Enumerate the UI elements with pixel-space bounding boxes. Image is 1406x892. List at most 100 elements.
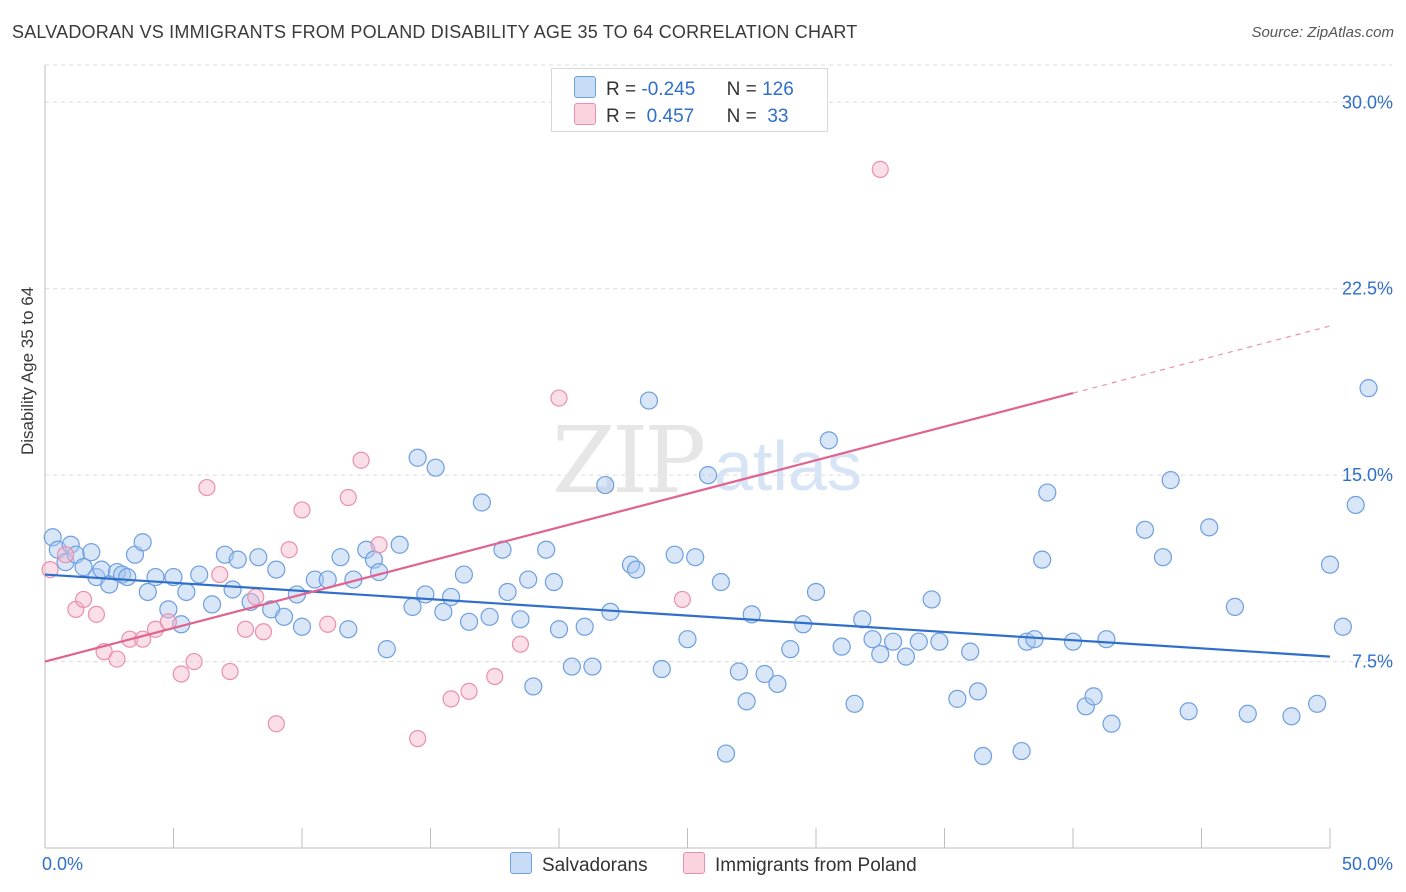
legend-n-label: N = (726, 106, 757, 127)
salvadorans-point (845, 694, 864, 713)
axes (44, 65, 1331, 849)
poland-point (409, 730, 427, 748)
salvadorans-point (1359, 379, 1378, 398)
source-credit: Source: ZipAtlas.com (1251, 24, 1394, 41)
poland-point (221, 662, 239, 681)
salvadorans-point (1225, 597, 1245, 616)
poland-point (370, 536, 388, 554)
bottom-legend-poland: Immigrants from Poland (683, 852, 917, 877)
salvadorans-point (1102, 714, 1121, 733)
poland-point (267, 715, 285, 733)
grid-lines (45, 64, 1392, 663)
x-tick-label: 50.0% (1342, 854, 1393, 874)
correlation-legend: R = -0.245 N = 126 R = 0.457 N = 33 (551, 68, 828, 132)
salvadorans-point (755, 664, 774, 684)
legend-n-value: 33 (762, 106, 789, 127)
salvadorans-point (61, 535, 80, 554)
salvadorans-point (1308, 694, 1327, 713)
salvadorans-point (1179, 702, 1198, 721)
poland-points (41, 160, 889, 748)
salvadorans-point (1153, 548, 1173, 567)
salvadorans-point (698, 466, 718, 485)
poland-point (211, 565, 229, 584)
salvadorans-point (118, 567, 137, 587)
salvadorans-point (1333, 617, 1352, 636)
legend-swatch-poland (574, 103, 596, 125)
salvadorans-point (274, 607, 294, 626)
salvadorans-point (524, 677, 543, 696)
legend-swatch-salvadorans (574, 76, 596, 98)
salvadorans-point (1320, 555, 1340, 574)
salvadorans-point (498, 582, 517, 602)
salvadorans-point (519, 570, 538, 589)
salvadorans-point (267, 560, 286, 579)
y-axis-label: Disability Age 35 to 64 (18, 286, 37, 455)
salvadorans-point (249, 548, 268, 567)
salvadorans-point (537, 540, 556, 559)
salvadorans-point (292, 617, 312, 636)
salvadorans-point (1135, 520, 1155, 539)
bottom-legend-label-salvadorans: Salvadorans (542, 855, 648, 876)
salvadorans-point (1012, 741, 1031, 761)
poland-point (460, 682, 478, 701)
poland-point (108, 650, 126, 668)
trend-lines (44, 325, 1331, 663)
salvadorans-point (583, 657, 602, 676)
salvadorans-point (82, 543, 101, 562)
salvadorans-point (480, 607, 499, 626)
salvadorans-point (305, 570, 324, 589)
salvadorans-point (961, 642, 980, 661)
salvadorans-point (202, 595, 222, 614)
poland-point (254, 623, 273, 641)
salvadorans-point (228, 550, 247, 569)
salvadorans-point (390, 535, 409, 554)
salvadorans-point (1346, 495, 1365, 515)
poland-point (339, 488, 357, 507)
poland-trend-extension (1072, 325, 1331, 394)
watermark-atlas: atlas (714, 427, 862, 505)
salvadorans-point (806, 582, 826, 602)
salvadorans-point (737, 692, 756, 711)
poland-point (198, 478, 216, 497)
y-tick-label: 30.0% (1342, 92, 1393, 112)
poland-point (56, 546, 75, 564)
legend-n-value: 126 (762, 79, 794, 100)
legend-r-label: R = (606, 79, 637, 100)
chart-title: SALVADORAN VS IMMIGRANTS FROM POLAND DIS… (12, 22, 858, 42)
poland-point (871, 160, 889, 178)
salvadorans-point (621, 555, 641, 574)
poland-point (87, 605, 106, 623)
salvadorans-point (968, 682, 988, 701)
salvadorans-point (819, 431, 838, 450)
poland-point (442, 690, 460, 708)
salvadorans-point (781, 640, 800, 659)
salvadorans-point (768, 674, 787, 694)
salvadorans-point (74, 558, 93, 577)
salvadorans-point (1084, 687, 1103, 706)
poland-point (486, 667, 504, 686)
y-tick-label: 7.5% (1352, 652, 1393, 672)
salvadorans-points (43, 379, 1378, 766)
bottom-legend-swatch-poland (683, 852, 705, 874)
salvadorans-point (403, 597, 422, 616)
salvadorans-point (511, 610, 530, 629)
legend-row-salvadorans: R = -0.245 N = 126 (574, 76, 794, 100)
poland-point (511, 635, 530, 653)
salvadorans-point (177, 582, 196, 602)
salvadorans-point (138, 582, 157, 602)
salvadorans-point (626, 560, 646, 579)
salvadorans-point (562, 657, 581, 676)
poland-trend-line (44, 392, 1074, 663)
legend-row-poland: R = 0.457 N = 33 (574, 103, 789, 127)
salvadorans-point (596, 475, 615, 495)
salvadorans-point (863, 630, 882, 649)
salvadorans-point (459, 612, 479, 631)
poland-point (293, 501, 311, 519)
salvadorans-point (472, 493, 491, 512)
legend-r-label: R = (606, 106, 637, 127)
salvadorans-point (441, 587, 461, 607)
poland-point (74, 590, 93, 609)
salvadorans-point (357, 540, 376, 559)
salvadorans-point (930, 632, 949, 651)
